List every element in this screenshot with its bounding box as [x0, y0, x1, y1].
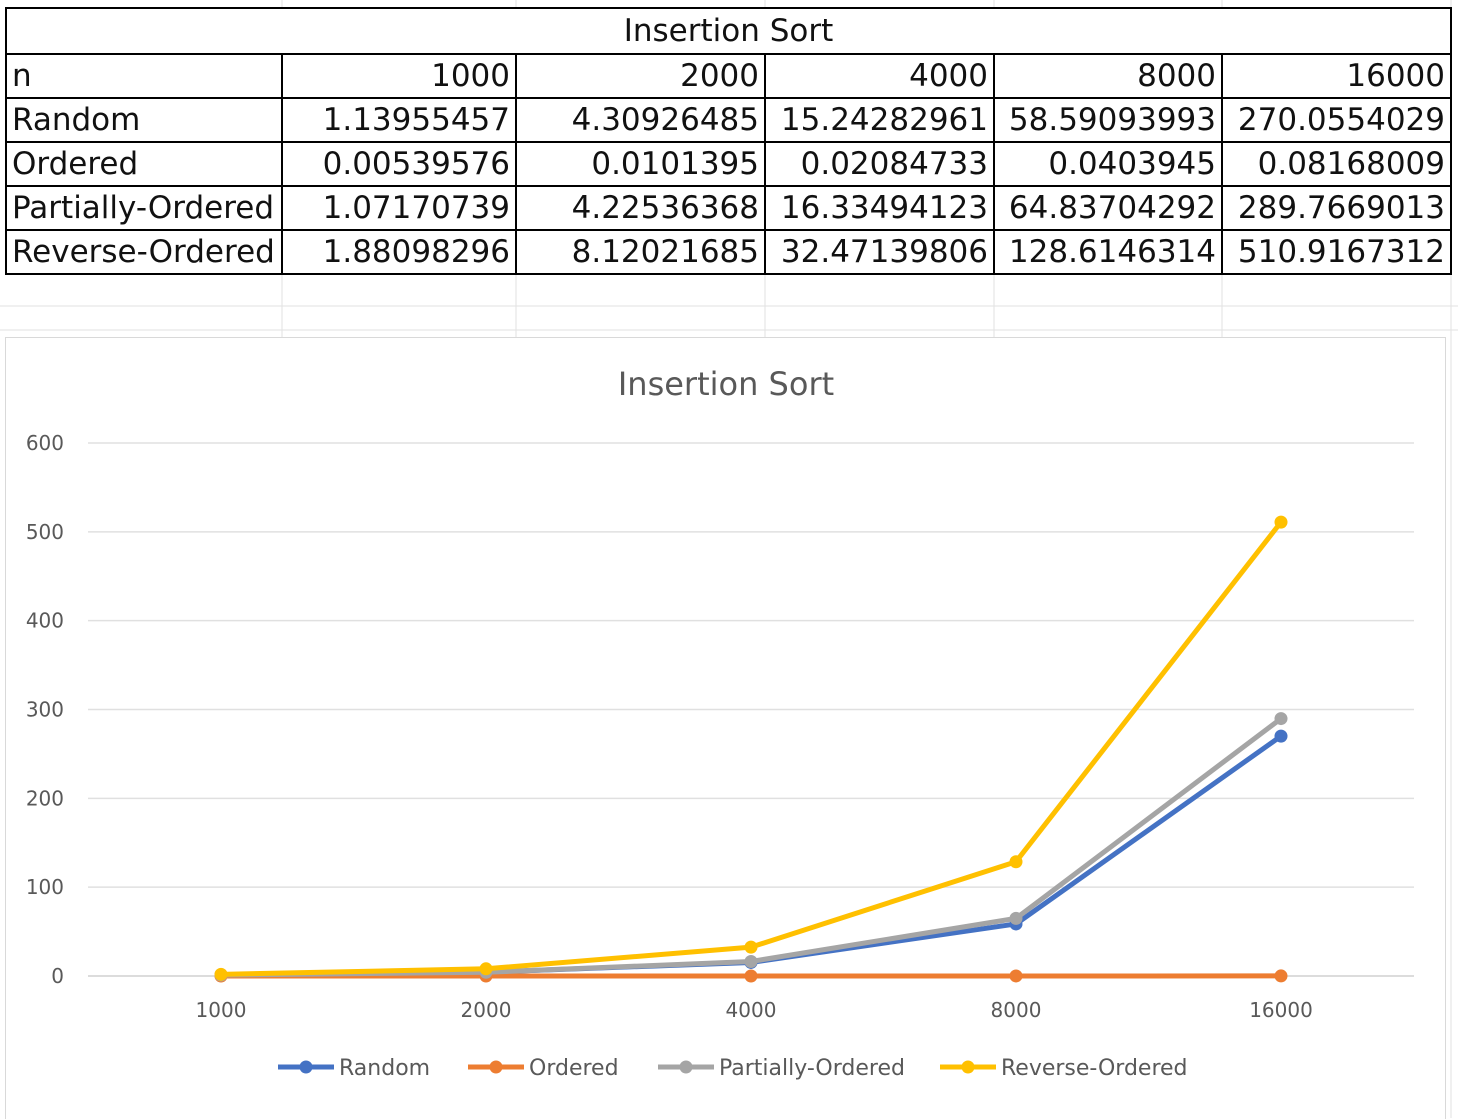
- row-label-cell[interactable]: Ordered: [6, 142, 282, 186]
- data-table: Insertion Sort n 1000 2000 4000 8000 160…: [5, 7, 1452, 275]
- value-cell[interactable]: 270.0554029: [1222, 98, 1451, 142]
- value-cell[interactable]: 0.0101395: [516, 142, 765, 186]
- legend-label: Ordered: [529, 1056, 619, 1081]
- series-line[interactable]: [221, 522, 1281, 974]
- row-label-cell[interactable]: Random: [6, 98, 282, 142]
- legend-item[interactable]: Reverse-Ordered: [940, 1056, 1188, 1081]
- value-cell[interactable]: 0.02084733: [765, 142, 994, 186]
- value-cell[interactable]: 32.47139806: [765, 230, 994, 274]
- legend-label: Random: [339, 1056, 430, 1081]
- value-cell[interactable]: 4.22536368: [516, 186, 765, 230]
- legend-marker: [300, 1061, 313, 1074]
- data-point[interactable]: [480, 962, 493, 975]
- value-cell[interactable]: 0.00539576: [282, 142, 516, 186]
- legend-label: Reverse-Ordered: [1001, 1056, 1188, 1081]
- legend-item[interactable]: Ordered: [468, 1056, 619, 1081]
- y-tick-label: 500: [26, 520, 64, 544]
- table-row: Random 1.13955457 4.30926485 15.24282961…: [6, 98, 1451, 142]
- data-point[interactable]: [1275, 712, 1288, 725]
- row-label-cell[interactable]: Reverse-Ordered: [6, 230, 282, 274]
- value-cell[interactable]: 0.08168009: [1222, 142, 1451, 186]
- data-point[interactable]: [1275, 516, 1288, 529]
- x-tick-label: 4000: [726, 998, 777, 1022]
- line-chart[interactable]: Insertion Sort 0 100 200 300 400 500 600 1000 2…: [5, 337, 1446, 1119]
- data-point[interactable]: [1010, 912, 1023, 925]
- legend-marker: [680, 1061, 693, 1074]
- value-cell[interactable]: 15.24282961: [765, 98, 994, 142]
- legend-item[interactable]: Partially-Ordered: [658, 1056, 905, 1081]
- y-tick-label: 0: [51, 964, 64, 988]
- table-title: Insertion Sort: [6, 8, 1451, 54]
- value-cell[interactable]: 1.88098296: [282, 230, 516, 274]
- value-cell[interactable]: 1.13955457: [282, 98, 516, 142]
- y-tick-label: 300: [26, 698, 64, 722]
- row-label-cell[interactable]: Partially-Ordered: [6, 186, 282, 230]
- data-point[interactable]: [1275, 969, 1288, 982]
- x-tick-label: 2000: [461, 998, 512, 1022]
- series-layer: [215, 516, 1288, 983]
- value-cell[interactable]: 58.59093993: [994, 98, 1222, 142]
- header-cell[interactable]: 4000: [765, 54, 994, 98]
- legend-item[interactable]: Random: [278, 1056, 430, 1081]
- x-tick-label: 16000: [1249, 998, 1313, 1022]
- data-point[interactable]: [1010, 855, 1023, 868]
- header-cell[interactable]: 2000: [516, 54, 765, 98]
- y-tick-label: 600: [26, 431, 64, 455]
- y-tick-label: 200: [26, 786, 64, 810]
- header-label-cell[interactable]: n: [6, 54, 282, 98]
- table-row: Partially-Ordered 1.07170739 4.22536368 …: [6, 186, 1451, 230]
- table-row: Ordered 0.00539576 0.0101395 0.02084733 …: [6, 142, 1451, 186]
- value-cell[interactable]: 64.83704292: [994, 186, 1222, 230]
- legend-marker: [962, 1061, 975, 1074]
- value-cell[interactable]: 16.33494123: [765, 186, 994, 230]
- x-tick-label: 1000: [196, 998, 247, 1022]
- legend-marker: [490, 1061, 503, 1074]
- value-cell[interactable]: 1.07170739: [282, 186, 516, 230]
- chart-canvas: Insertion Sort 0 100 200 300 400 500 600 1000 2…: [6, 338, 1445, 1119]
- chart-title: Insertion Sort: [618, 365, 834, 403]
- value-cell[interactable]: 4.30926485: [516, 98, 765, 142]
- value-cell[interactable]: 0.0403945: [994, 142, 1222, 186]
- header-cell[interactable]: 16000: [1222, 54, 1451, 98]
- gridlines: [88, 443, 1414, 976]
- table-title-row: Insertion Sort: [6, 8, 1451, 54]
- data-point[interactable]: [215, 968, 228, 981]
- table-row: Reverse-Ordered 1.88098296 8.12021685 32…: [6, 230, 1451, 274]
- data-point[interactable]: [745, 941, 758, 954]
- data-point[interactable]: [745, 955, 758, 968]
- data-point[interactable]: [745, 969, 758, 982]
- series-reverse-ordered[interactable]: [215, 516, 1288, 981]
- y-axis-labels: 0 100 200 300 400 500 600: [26, 431, 64, 988]
- series-line[interactable]: [221, 736, 1281, 975]
- legend-label: Partially-Ordered: [719, 1056, 905, 1081]
- table-header-row: n 1000 2000 4000 8000 16000: [6, 54, 1451, 98]
- x-axis-labels: 1000 2000 4000 8000 16000: [196, 998, 1313, 1022]
- header-cell[interactable]: 1000: [282, 54, 516, 98]
- value-cell[interactable]: 128.6146314: [994, 230, 1222, 274]
- legend: Random Ordered Partially-Ordered Reverse-Or…: [278, 1056, 1188, 1081]
- y-tick-label: 100: [26, 875, 64, 899]
- value-cell[interactable]: 289.7669013: [1222, 186, 1451, 230]
- header-cell[interactable]: 8000: [994, 54, 1222, 98]
- data-point[interactable]: [1010, 969, 1023, 982]
- value-cell[interactable]: 510.9167312: [1222, 230, 1451, 274]
- data-point[interactable]: [1275, 730, 1288, 743]
- x-tick-label: 8000: [991, 998, 1042, 1022]
- value-cell[interactable]: 8.12021685: [516, 230, 765, 274]
- y-tick-label: 400: [26, 609, 64, 633]
